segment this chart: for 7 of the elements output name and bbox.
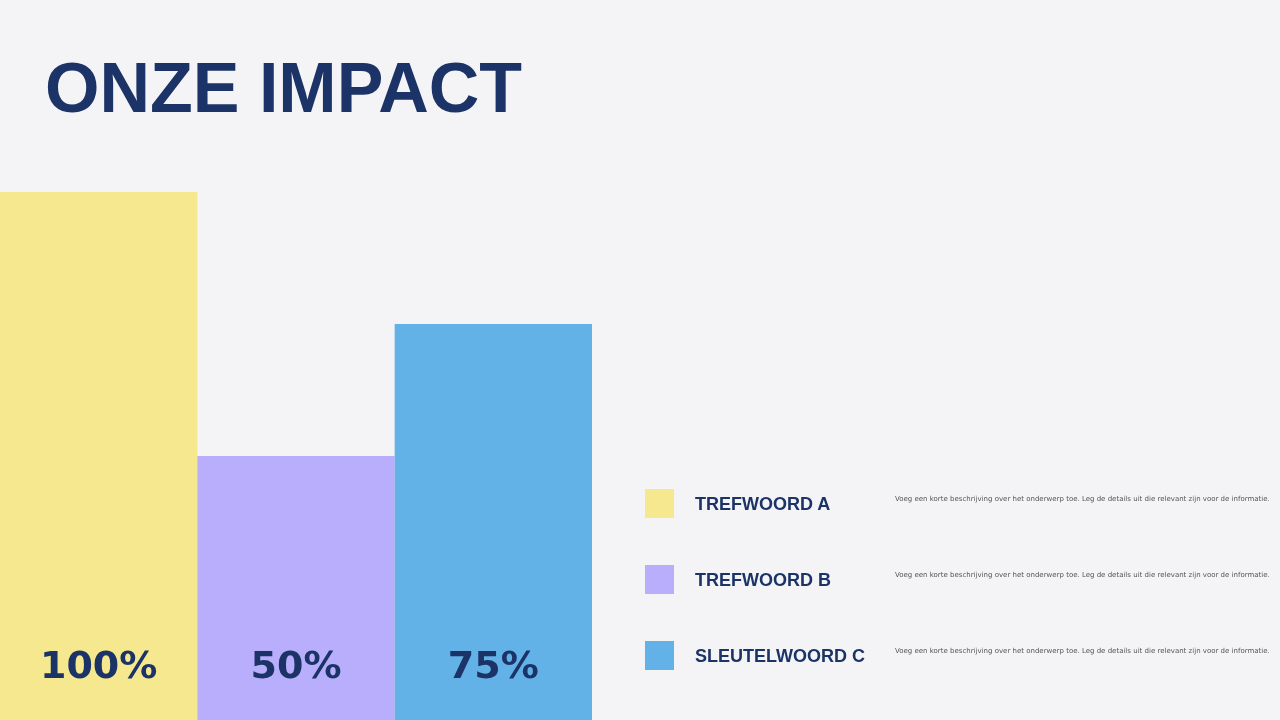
data-label: 100% <box>39 643 158 687</box>
legend-label: TREFWOORD A <box>695 493 831 514</box>
legend-label: SLEUTELWOORD C <box>695 645 865 666</box>
legend-label: TREFWOORD B <box>695 569 831 590</box>
data-label: 50% <box>250 643 342 687</box>
chart-title: ONZE IMPACT <box>45 49 523 127</box>
data-label: 75% <box>447 643 539 687</box>
